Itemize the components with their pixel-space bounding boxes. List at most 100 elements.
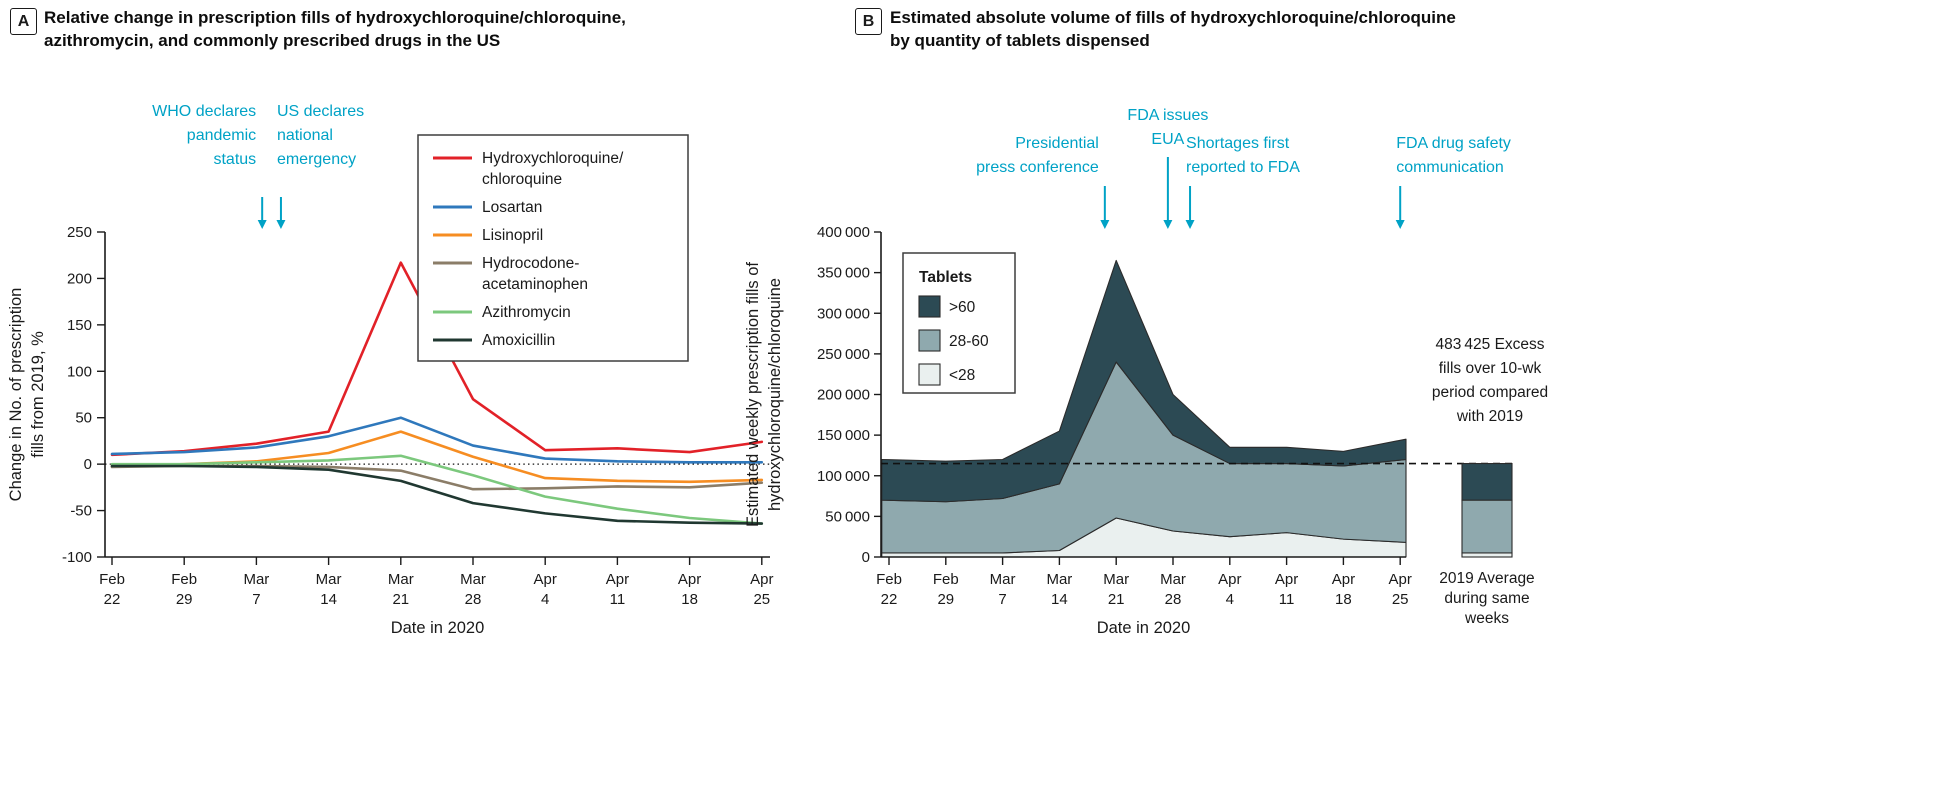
panel-b-chart: 0 50 000 100 000 150 000 200 000 250 000 300 0…	[744, 107, 1548, 637]
y-tick-label: 100	[67, 363, 92, 380]
avg-bar-caption: weeks	[1464, 610, 1509, 627]
annotation-presidential-press-conference: Presidential press conference	[976, 135, 1110, 229]
annotation-text: Shortages first	[1186, 135, 1290, 152]
panel-b-legend: Tablets >60 28-60 <28	[902, 252, 1016, 394]
x-tick-label-month: Apr	[606, 571, 629, 588]
x-tick-label-day: 4	[1226, 591, 1234, 608]
y-tick-label: 150 000	[817, 427, 870, 444]
y-tick-label: 400 000	[817, 224, 870, 241]
annotation-arrow-head-icon	[1163, 220, 1173, 229]
legend-label: Lisinopril	[482, 227, 543, 244]
y-axis-title: hydroxychloroquine/chloroquine	[766, 278, 784, 511]
annotation-arrow-head-icon	[1100, 220, 1110, 229]
x-tick-label-day: 21	[392, 591, 409, 608]
x-tick-label-day: 7	[998, 591, 1006, 608]
y-axis-title: fills from 2019, %	[29, 331, 47, 458]
x-tick-label-day: 22	[104, 591, 121, 608]
series-line-lisinopril	[110, 430, 764, 484]
avg-bar-caption: during same	[1444, 590, 1529, 607]
legend-label: >60	[949, 299, 976, 316]
x-axis-title: Date in 2020	[391, 619, 485, 637]
x-tick-label-day: 11	[610, 591, 626, 608]
annotation-arrow-head-icon	[1185, 220, 1195, 229]
x-tick-label-day: 29	[176, 591, 193, 608]
annotation-text: reported to FDA	[1186, 159, 1300, 176]
legend-label: Azithromycin	[482, 304, 571, 321]
y-tick-label: 100 000	[817, 468, 870, 485]
y-tick-label: 200	[67, 270, 92, 287]
x-tick-label-month: Feb	[933, 571, 959, 588]
y-tick-label: 0	[84, 456, 92, 473]
annotation-text: status	[213, 151, 256, 168]
annotation-text: EUA	[1151, 131, 1184, 148]
y-tick-label: 0	[862, 549, 870, 566]
y-tick-label: 300 000	[817, 305, 870, 322]
y-tick-label: 50	[75, 410, 92, 427]
panel-b-axes: 0 50 000 100 000 150 000 200 000 250 000 300 0…	[817, 224, 1412, 608]
annotation-us-declares-national-emergency: US declares national emergency	[276, 103, 364, 229]
y-tick-label: 150	[67, 317, 92, 334]
x-tick-label-day: 29	[937, 591, 954, 608]
x-tick-label-month: Mar	[316, 571, 342, 588]
legend-swatch-28-60	[918, 329, 941, 352]
y-tick-label: 350 000	[817, 265, 870, 282]
x-tick-label-month: Apr	[678, 571, 701, 588]
x-tick-label-day: 4	[541, 591, 549, 608]
x-tick-label-day: 25	[1392, 591, 1409, 608]
x-tick-label-day: 22	[881, 591, 898, 608]
annotation-arrow-head-icon	[257, 220, 267, 229]
series-line-azithromycin	[110, 454, 764, 525]
x-tick-label-month: Mar	[460, 571, 486, 588]
legend-label: chloroquine	[482, 171, 562, 188]
x-tick-label-month: Apr	[1218, 571, 1241, 588]
x-tick-label-day: 25	[753, 591, 770, 608]
annotation-text: press conference	[976, 159, 1099, 176]
panel-a-axes: 250 200 150 100 50 0 -50 -100 Feb 22 Feb 29 Mar 7 Mar 1…	[62, 224, 774, 608]
panel-a-title-line-2: azithromycin, and commonly prescribed dr…	[44, 31, 501, 51]
legend-label: 28-60	[949, 333, 989, 350]
y-tick-label: 200 000	[817, 387, 870, 404]
annotation-arrow-head-icon	[276, 220, 286, 229]
x-tick-label-day: 18	[1335, 591, 1352, 608]
annotation-shortages-first-reported-to-fda: Shortages first reported to FDA	[1185, 135, 1300, 229]
panel-b-title-line-2: by quantity of tablets dispensed	[890, 31, 1150, 51]
series-line-hydrocodone-acetaminophen	[110, 464, 764, 491]
annotation-text: emergency	[277, 151, 356, 168]
legend-box	[417, 134, 689, 362]
panel-a-title-line-1: Relative change in prescription fills of…	[44, 8, 626, 27]
panel-b-title-line-1: Estimated absolute volume of fills of hy…	[890, 8, 1456, 27]
x-tick-label-day: 18	[681, 591, 698, 608]
x-tick-label-day: 28	[465, 591, 482, 608]
x-tick-label-month: Feb	[876, 571, 902, 588]
avg-bar-segment-28-60	[1461, 499, 1513, 554]
annotation-text: FDA drug safety	[1396, 135, 1511, 152]
annotation-fda-issues-eua: FDA issues EUA	[1127, 107, 1208, 229]
area-band-2-60	[881, 259, 1407, 503]
x-tick-label-month: Mar	[1103, 571, 1129, 588]
x-tick-label-month: Mar	[1046, 571, 1072, 588]
y-axis-title: Estimated weekly prescription fills of	[744, 262, 762, 527]
y-tick-label: -50	[70, 503, 92, 520]
x-tick-label-month: Apr	[534, 571, 557, 588]
y-tick-label: 50 000	[825, 508, 870, 525]
annotation-fda-drug-safety-communication: FDA drug safety communication	[1395, 135, 1511, 229]
annotation-text: Presidential	[1015, 135, 1099, 152]
x-axis-title: Date in 2020	[1097, 619, 1191, 637]
legend-swatch-28	[918, 363, 941, 386]
panel-a-label: A	[10, 8, 37, 35]
x-tick-label-month: Apr	[750, 571, 773, 588]
x-tick-label-day: 21	[1108, 591, 1125, 608]
panel-a-chart: 250 200 150 100 50 0 -50 -100 Feb 22 Feb 29 Mar 7 Mar 1…	[7, 103, 773, 637]
legend-label: Amoxicillin	[482, 332, 555, 349]
avg-bar-segment-28	[1461, 552, 1513, 558]
excess-note: 483 425 Excess	[1435, 336, 1544, 353]
x-tick-label-month: Apr	[1332, 571, 1355, 588]
avg-bar-segment-60	[1461, 463, 1513, 501]
y-tick-label: 250 000	[817, 346, 870, 363]
y-tick-label: 250	[67, 224, 92, 241]
legend-label: acetaminophen	[482, 276, 588, 293]
annotation-who-declares-pandemic-status: WHO declares pandemic status	[152, 103, 267, 229]
x-tick-label-month: Apr	[1389, 571, 1412, 588]
x-tick-label-month: Mar	[388, 571, 414, 588]
